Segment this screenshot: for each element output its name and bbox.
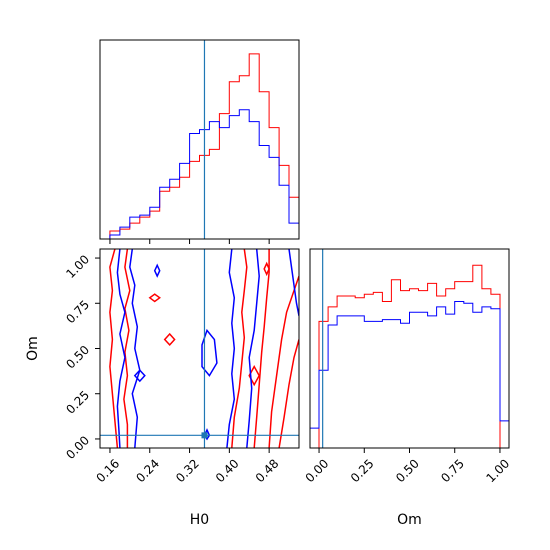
contour-series-2-line-2 [129,249,141,448]
contour-xtick-label: 0.16 [93,456,122,485]
contour-series-2-line-6 [201,328,218,377]
contour-series-1-line-1 [109,249,119,448]
contour-series-2-line-5 [288,249,299,317]
contour-series-2-line-3 [226,249,236,448]
om-hist-frame [309,248,510,449]
om-hist-series-2 [310,301,509,429]
om-hist-xtick-label: 0.75 [438,456,467,485]
x-axis-label-h0: H0 [190,512,209,528]
contour-series-2-line-1 [116,249,126,448]
contour-xtick-label: 0.32 [173,456,202,485]
contour-series-2-line-7 [153,263,161,278]
y-axis-label-om: Om [25,336,41,361]
contour-xtick-label: 0.40 [213,456,242,485]
contour-series-1-line-7 [148,293,161,303]
contour-ytick-label: 0.00 [63,433,92,462]
contour-ytick-label: 0.75 [63,297,92,326]
h0-om-contour-panel: 0.16 0.24 0.32 0.40 0.48 0.00 0.25 0.50 0.75 1.00… [25,248,300,528]
x-axis-label-om: Om [397,512,422,528]
h0-hist-frame [99,39,300,240]
contour-ytick-label: 1.00 [63,252,92,281]
contour-ytick-label: 0.50 [63,343,92,372]
contour-group [109,249,299,448]
truth-point-marker [201,432,208,439]
contour-series-2-line-8 [133,369,146,383]
om-marginal-panel: 0.00 0.25 0.50 0.75 1.00 Om [303,248,513,528]
h0-hist-series-1 [100,53,300,240]
contour-series-1-line-6 [278,339,299,448]
contour-series-2-line-4 [246,249,260,448]
contour-series-1-line-2 [123,249,131,448]
contour-series-1-line-4 [253,249,270,448]
om-hist-series-1 [310,264,509,449]
contour-xtick-label: 0.24 [133,456,162,485]
contour-ytick-label: 0.25 [63,388,92,417]
om-hist-xtick-label: 1.00 [484,456,513,485]
contour-series-1-line-10 [248,365,261,387]
contour-series-1-line-9 [263,261,270,277]
h0-marginal-panel [99,39,300,244]
om-hist-xtick-label: 0.00 [303,456,332,485]
contour-series-1-line-8 [163,332,176,347]
om-hist-xtick-label: 0.25 [348,456,377,485]
contour-series-1-line-3 [231,249,248,448]
contour-series-1-line-5 [268,275,299,448]
om-hist-xtick-label: 0.50 [393,456,422,485]
h0-hist-series-2 [100,109,300,240]
contour-xtick-label: 0.48 [253,456,282,485]
